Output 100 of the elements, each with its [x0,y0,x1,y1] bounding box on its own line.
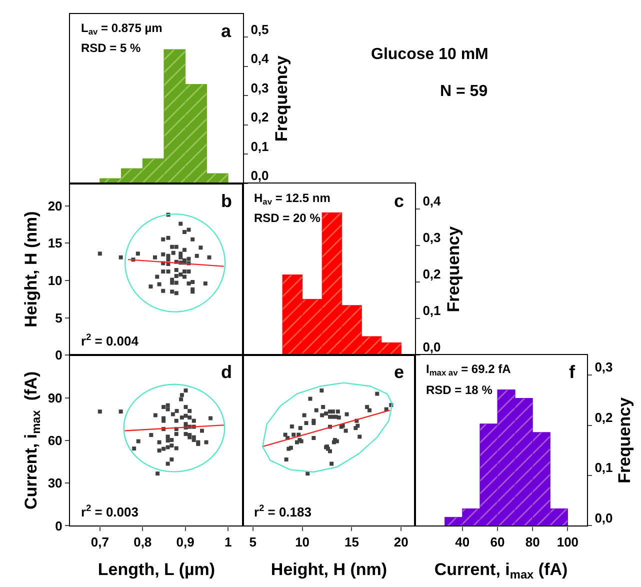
point [204,440,208,444]
point [356,424,360,428]
x-tick-label: 1 [224,534,232,550]
point [166,407,170,412]
point [170,290,174,294]
annotation: RSD = 20 % [254,211,321,225]
point [180,416,184,420]
point [358,434,362,439]
point [148,284,153,288]
y-tick-label: 0 [55,348,62,363]
annotation: d [221,362,232,382]
x-tick-label: 0,7 [90,534,109,550]
y-tick-label: 0,3 [422,230,441,246]
point [320,388,324,393]
point [153,255,157,260]
point [308,396,312,401]
point [174,291,178,296]
point [182,274,186,279]
point [184,414,188,418]
point [208,416,213,420]
point [153,413,158,418]
x-tick-label: 10 [295,534,310,550]
point [320,413,324,418]
point [198,246,203,250]
point [161,237,166,242]
x-tick-label: 0,8 [134,534,152,550]
point [170,280,174,285]
y-tick-label: 0 [55,518,62,534]
point [166,258,170,262]
point [166,462,170,466]
point [161,252,166,256]
point [182,248,186,252]
y-tick-label: 0,3 [594,360,613,375]
y-tick-label: 90 [48,390,62,406]
point [162,418,166,423]
y-tick-label: 0,4 [250,51,270,66]
annotation: f [569,362,576,382]
point [166,236,170,240]
point [178,222,183,226]
text: N = 59 [440,83,488,100]
annotation: b [221,191,232,211]
point [200,428,204,433]
point [324,412,328,416]
point [375,392,380,396]
y-tick-label: 0,5 [250,22,269,37]
point [155,274,160,279]
point [184,404,188,409]
point [186,228,191,232]
x-axis-title: Current, i$_{max}$ (fA) [434,560,568,582]
point [190,290,195,294]
x-tick-label: 15 [344,534,359,550]
y-tick-label: 20 [48,198,62,214]
point [298,426,302,430]
point [365,404,370,409]
point [178,255,183,260]
point [180,393,184,398]
point [170,444,174,448]
y-tick-label: 0,2 [250,110,269,125]
annotation: r$^{2}$ = 0.003 [81,503,138,520]
point [170,457,174,462]
point [186,256,191,261]
annotation: e [394,362,404,382]
point [188,416,192,420]
y-tick-label: 0,1 [422,303,441,318]
annotation: c [394,191,404,211]
point [194,254,199,258]
point [312,436,316,440]
point [179,397,184,402]
point [170,438,174,442]
point [283,432,288,437]
point [192,418,196,423]
point [174,418,178,423]
point [184,432,188,436]
point [174,274,178,278]
annotation: RSD = 18 % [426,383,493,397]
point [321,404,326,409]
point [118,255,123,260]
point [188,408,192,413]
point [170,244,174,249]
point [203,281,208,286]
y-tick-label: 0,0 [250,168,269,184]
x-tick-label: 40 [455,534,470,550]
point [132,446,136,451]
point [161,288,166,293]
point [344,412,349,416]
point [166,445,170,450]
x-tick-label: 80 [525,534,540,550]
point [328,449,332,454]
annotation: I$_{max av}$ = 69.2 fA [426,362,512,378]
y-tick-label: 15 [48,236,62,251]
point [336,416,341,420]
y-axis-title: Frequency [272,55,291,142]
point [302,413,306,418]
point [192,438,196,442]
annotation: a [221,21,232,41]
y-axis-title: Height, H (nm) [21,211,40,328]
y-tick-label: 5 [55,310,62,326]
point [314,408,318,412]
y-axis-title: Frequency [444,226,463,312]
point [161,270,166,274]
